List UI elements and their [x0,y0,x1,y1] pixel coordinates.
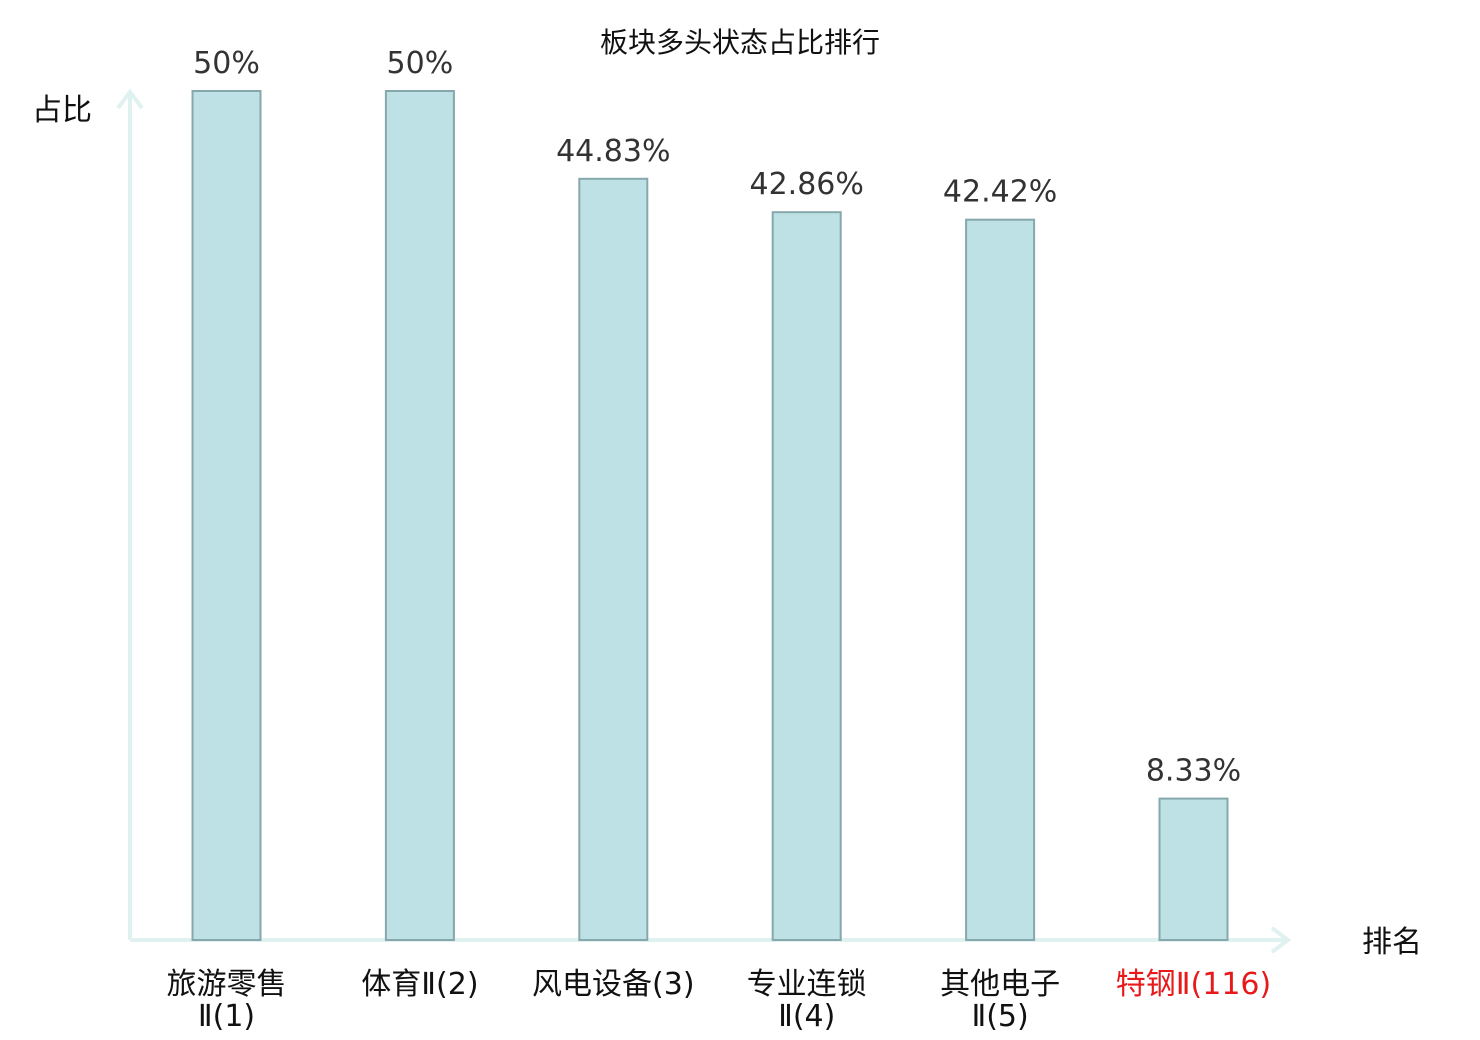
category-label-5-line-1: 其他电子 [940,967,1060,1002]
category-label-1-line-2: Ⅱ(1) [198,999,255,1034]
category-label-5-line-2: Ⅱ(5) [971,999,1028,1034]
bar-1 [191,90,262,941]
y-axis-arrow [116,88,144,110]
x-axis-arrow [1270,926,1292,954]
y-axis-label: 占比 [32,93,92,128]
value-label-5: 42.42% [943,175,1057,210]
category-label-1-line-1: 旅游零售 [167,967,287,1002]
category-label-3: 风电设备(3) [532,967,695,1002]
category-label-4-line-2: Ⅱ(4) [778,999,835,1034]
bar-2 [384,90,455,941]
bar-5 [965,218,1036,941]
bar-6 [1158,797,1229,941]
category-label-6: 特钢Ⅱ(116) [1116,967,1271,1002]
bars-group [191,90,1229,942]
value-label-3: 44.83% [556,134,670,169]
chart-title: 板块多头状态占比排行 [600,26,880,59]
value-labels-group: 50% 50% 44.83% 42.86% 42.42% 8.33% [193,46,1241,789]
value-label-4: 42.86% [750,167,864,202]
bar-4 [771,211,842,941]
value-label-1: 50% [193,46,260,81]
x-axis-label: 排名 [1362,925,1422,960]
value-label-6: 8.33% [1146,754,1241,789]
category-label-4-line-1: 专业连锁 [747,967,867,1002]
bar-3 [578,177,649,942]
category-label-2: 体育Ⅱ(2) [361,967,478,1002]
value-label-2: 50% [387,46,454,81]
